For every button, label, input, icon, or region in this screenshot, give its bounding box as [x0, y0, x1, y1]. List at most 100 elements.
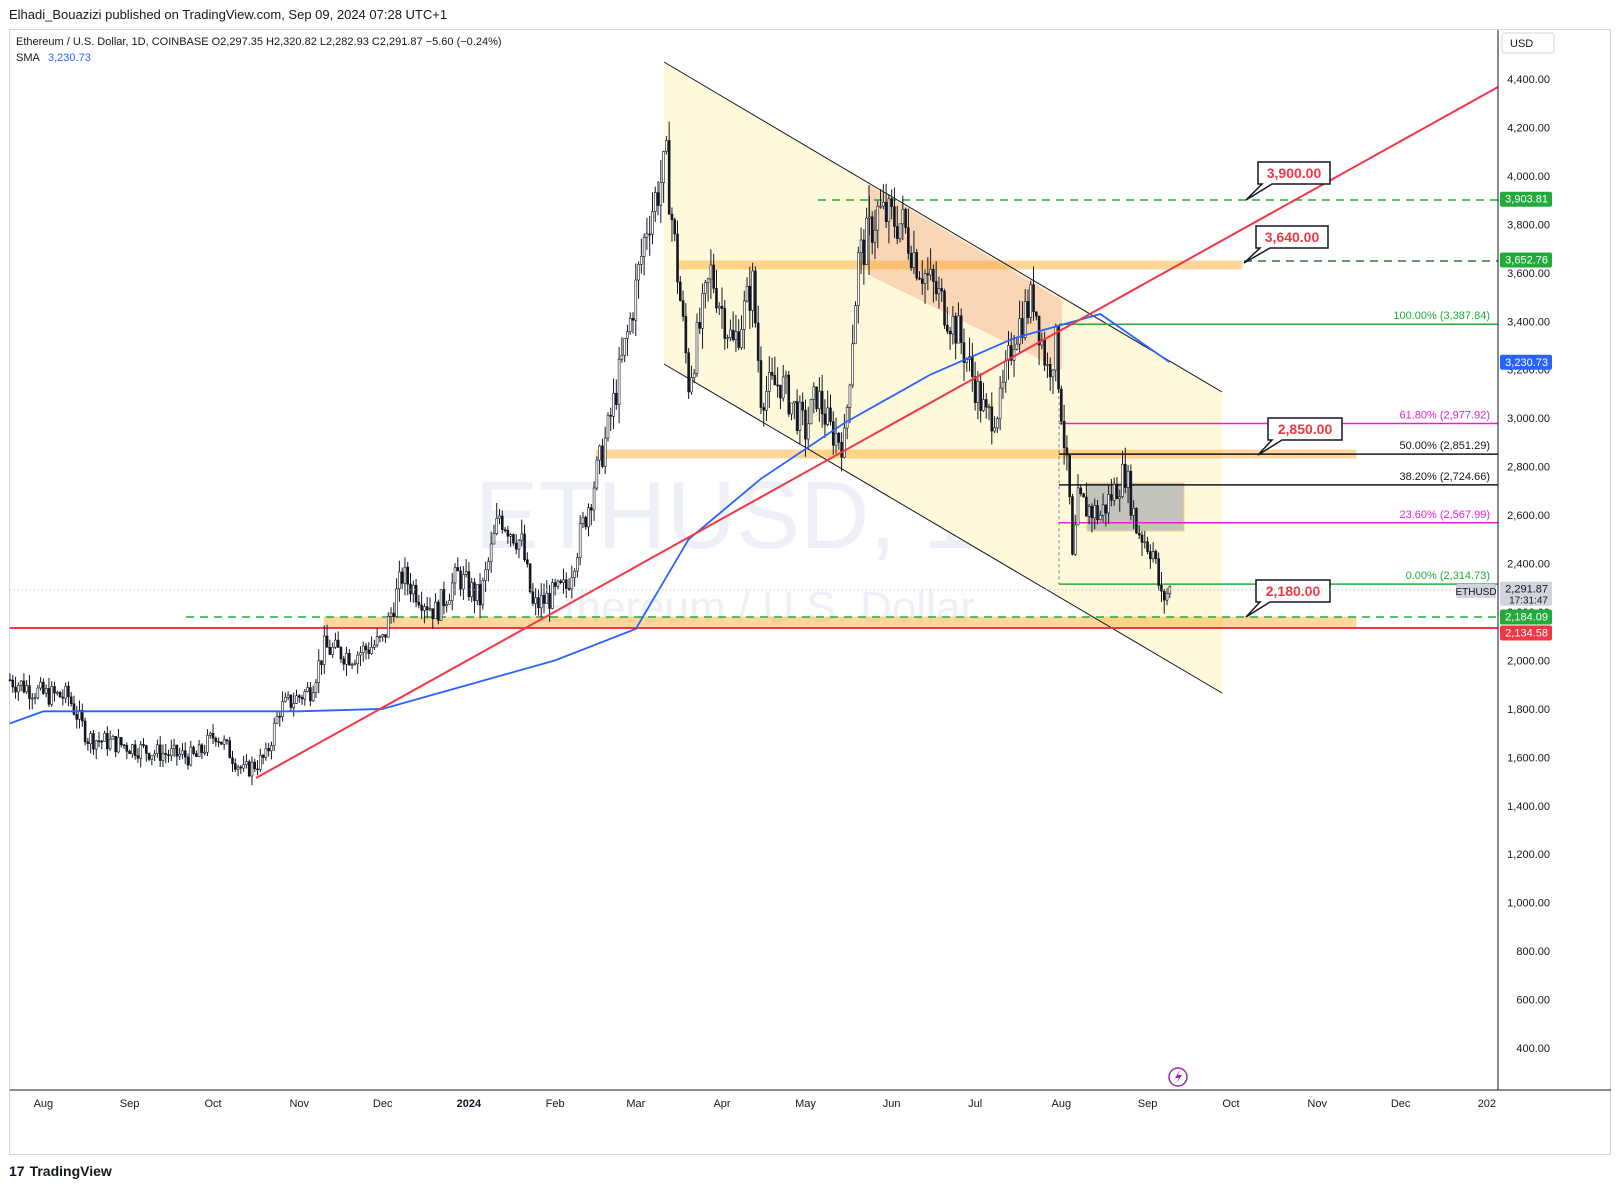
candle [742, 290, 746, 350]
candle-body [428, 608, 432, 611]
candle-body [144, 745, 148, 754]
candle [829, 394, 832, 426]
callout-box [1243, 225, 1329, 264]
candle [284, 692, 287, 703]
candle [859, 227, 863, 275]
candle [831, 411, 835, 455]
candle-body [1057, 326, 1060, 390]
candle [923, 269, 927, 304]
price-callout[interactable]: 2,850.00 [1257, 417, 1343, 456]
candle [61, 689, 65, 706]
candle [815, 386, 818, 412]
candle [731, 311, 735, 342]
candle [245, 754, 248, 769]
candle-body [175, 744, 179, 757]
candle-body [993, 427, 996, 432]
candle [1023, 289, 1027, 341]
fib-label-0: 100.00% (3,387.84) [1393, 310, 1490, 322]
candle-body [170, 748, 173, 757]
candle-body [934, 281, 938, 295]
candle-body [1107, 494, 1110, 514]
candle-body [233, 763, 237, 770]
candle [487, 557, 490, 582]
candle-body [920, 278, 924, 284]
price-callout[interactable]: 2,180.00 [1245, 579, 1331, 618]
chart-legend-symbol: Ethereum / U.S. Dollar, 1D, COINBASE O2,… [16, 36, 502, 48]
candle-body [139, 744, 143, 759]
candle-body [267, 748, 270, 752]
candle-body [937, 288, 941, 295]
lightning-glyph [1175, 1070, 1182, 1084]
candle-body [690, 377, 693, 393]
price-callout[interactable]: 3,900.00 [1245, 161, 1331, 201]
candle [453, 563, 457, 596]
candle [462, 566, 465, 600]
candle [570, 565, 574, 599]
highlight-zone [869, 185, 1062, 370]
candle [818, 377, 821, 422]
candle-body [67, 685, 70, 698]
candle-body [1093, 505, 1097, 519]
candle-body [948, 330, 952, 335]
candle-body [551, 582, 554, 609]
candle-body [526, 559, 529, 565]
candle-body [670, 213, 674, 220]
candle-body [890, 198, 893, 208]
y-tick-label: 3,400.00 [1507, 316, 1550, 328]
candle-body [854, 305, 857, 345]
tradingview-brand-text: TradingView [29, 1163, 112, 1179]
tradingview-logo[interactable]: 17 TradingView [9, 1163, 112, 1179]
candle [195, 750, 198, 758]
candle [1007, 331, 1010, 380]
candle-body [339, 647, 343, 660]
candle-body [923, 273, 927, 284]
candle [656, 180, 660, 216]
candle [901, 195, 905, 241]
candle [33, 692, 37, 705]
candle [509, 532, 512, 547]
candle-body [612, 392, 615, 417]
candle [197, 739, 201, 758]
candle [378, 635, 382, 643]
candle [1076, 474, 1080, 526]
candle [228, 736, 232, 759]
candle-body [820, 390, 824, 415]
sma-line [9, 313, 1171, 725]
candle [1101, 493, 1105, 523]
candle-body [943, 290, 946, 326]
candle [673, 217, 677, 242]
candle [1001, 369, 1005, 399]
candle [920, 260, 924, 296]
candle [292, 692, 295, 717]
candle-body [189, 746, 193, 766]
candle-body [1098, 515, 1102, 520]
candle-body [181, 750, 184, 755]
price-callout[interactable]: 3,640.00 [1243, 225, 1329, 264]
candle-body [737, 331, 741, 348]
candle-body [186, 756, 190, 766]
candle-body [381, 634, 384, 637]
candle-body [22, 680, 26, 693]
candle [996, 416, 999, 433]
candle-body [1135, 507, 1138, 534]
candle [745, 277, 749, 303]
candle-body [350, 663, 354, 666]
candle [1026, 289, 1030, 325]
candle-body [1090, 506, 1094, 519]
candle [345, 646, 348, 676]
candle [8, 673, 12, 682]
candle [676, 220, 679, 294]
candle-body [678, 281, 682, 301]
candle [637, 261, 640, 299]
candle [50, 681, 54, 707]
candle-body [868, 216, 871, 219]
y-tick-label: 2,400.00 [1507, 559, 1550, 571]
candle [754, 266, 757, 328]
candle-body [259, 755, 262, 770]
candle-body [754, 270, 757, 324]
currency-label: USD [1510, 38, 1533, 50]
candle [870, 211, 874, 255]
candle [998, 376, 1002, 431]
candle [492, 524, 496, 545]
